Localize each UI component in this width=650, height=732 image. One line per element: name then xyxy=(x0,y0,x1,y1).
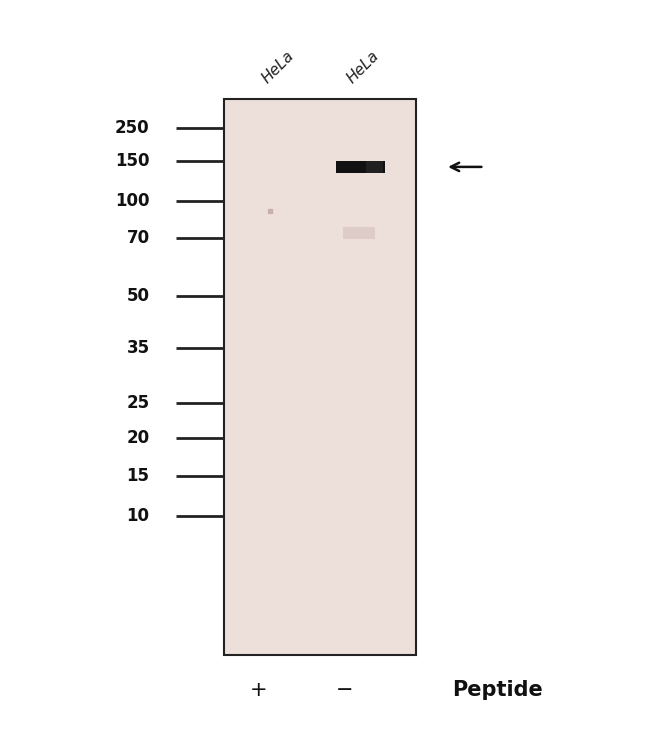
Text: 35: 35 xyxy=(126,339,150,356)
Text: 25: 25 xyxy=(126,394,150,411)
Bar xyxy=(337,161,385,173)
Text: 20: 20 xyxy=(126,429,150,447)
Text: 10: 10 xyxy=(127,507,150,525)
Text: 15: 15 xyxy=(127,467,150,485)
Text: Peptide: Peptide xyxy=(452,679,543,700)
Text: 50: 50 xyxy=(127,288,150,305)
Text: HeLa: HeLa xyxy=(344,48,382,86)
Text: −: − xyxy=(336,679,353,700)
Text: 250: 250 xyxy=(115,119,150,137)
Text: +: + xyxy=(250,679,268,700)
Bar xyxy=(365,161,383,173)
Text: 150: 150 xyxy=(115,152,150,170)
Text: 100: 100 xyxy=(115,193,150,210)
Bar xyxy=(224,99,416,655)
Bar xyxy=(343,227,375,239)
Text: HeLa: HeLa xyxy=(259,48,296,86)
Text: 70: 70 xyxy=(126,229,150,247)
